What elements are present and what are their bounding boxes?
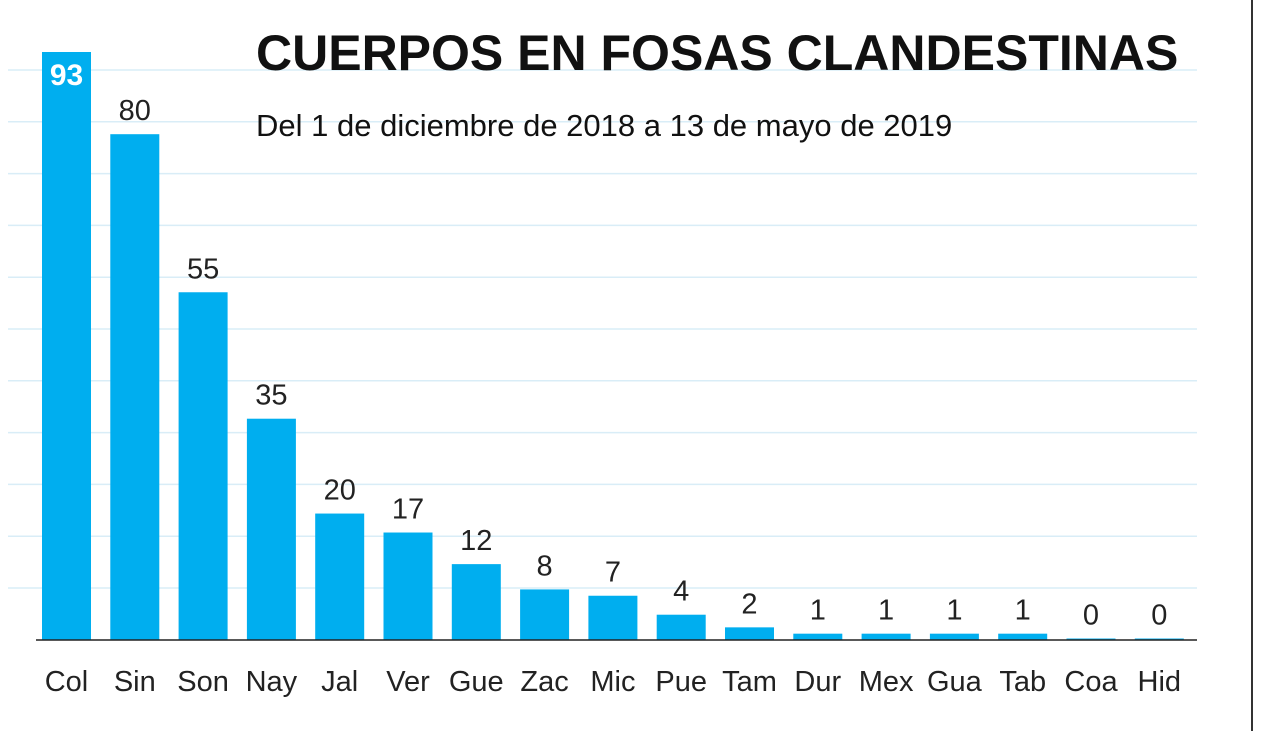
value-labels: 93 80 55 35 20 17 12 8 7 4 2 1 1 1 1 0 0	[50, 59, 1168, 632]
category-labels: Col Sin Son Nay Jal Ver Gue Zac Mic Pue Tam Dur Mex G…	[45, 666, 1181, 698]
value-label-mex: 1	[878, 595, 894, 627]
value-label-zac: 8	[537, 550, 553, 582]
bar-mic	[588, 595, 638, 640]
category-label-tam: Tam	[722, 666, 777, 698]
value-label-hid: 0	[1151, 600, 1167, 632]
bar-tam	[725, 627, 774, 640]
category-label-col: Col	[45, 666, 89, 698]
value-label-jal: 20	[324, 475, 356, 507]
category-label-coa: Coa	[1064, 666, 1118, 698]
bar-jal	[315, 513, 365, 640]
bar-dur	[793, 633, 843, 640]
value-label-son: 55	[187, 253, 219, 285]
category-label-jal: Jal	[321, 666, 358, 698]
value-label-gua: 1	[946, 595, 962, 627]
category-label-nay: Nay	[246, 666, 298, 698]
category-label-gua: Gua	[927, 666, 983, 698]
category-label-mex: Mex	[859, 666, 914, 698]
category-label-sin: Sin	[114, 666, 156, 698]
value-label-tam: 2	[741, 588, 757, 620]
value-label-pue: 4	[673, 576, 689, 608]
value-label-tab: 1	[1015, 595, 1031, 627]
bars	[42, 52, 1184, 640]
value-label-ver: 17	[392, 494, 424, 526]
category-label-son: Son	[177, 666, 229, 698]
category-label-dur: Dur	[794, 666, 841, 698]
value-label-dur: 1	[810, 595, 826, 627]
value-label-sin: 80	[119, 95, 151, 127]
bar-pue	[656, 614, 706, 640]
chart-subtitle: Del 1 de diciembre de 2018 a 13 de mayo …	[256, 108, 952, 143]
bar-sin	[110, 134, 160, 640]
bar-nay	[246, 418, 296, 640]
value-label-gue: 12	[460, 525, 492, 557]
bar-ver	[383, 532, 433, 640]
bar-zac	[520, 589, 570, 640]
value-label-mic: 7	[605, 557, 621, 589]
bar-son	[178, 292, 228, 640]
bar-col	[42, 52, 91, 640]
category-label-ver: Ver	[386, 666, 430, 698]
bar-mex	[861, 633, 911, 640]
category-label-pue: Pue	[655, 666, 707, 698]
value-label-coa: 0	[1083, 600, 1099, 632]
chart-title: CUERPOS EN FOSAS CLANDESTINAS	[256, 25, 1178, 81]
category-label-gue: Gue	[449, 666, 504, 698]
bar-tab	[998, 633, 1048, 640]
category-label-hid: Hid	[1138, 666, 1182, 698]
right-border-line	[1251, 0, 1253, 731]
value-label-col: 93	[50, 59, 83, 92]
bar-gue	[451, 564, 501, 640]
bar-gua	[929, 633, 979, 640]
category-label-tab: Tab	[999, 666, 1046, 698]
value-label-nay: 35	[255, 380, 287, 412]
category-label-zac: Zac	[520, 666, 568, 698]
category-label-mic: Mic	[590, 666, 635, 698]
